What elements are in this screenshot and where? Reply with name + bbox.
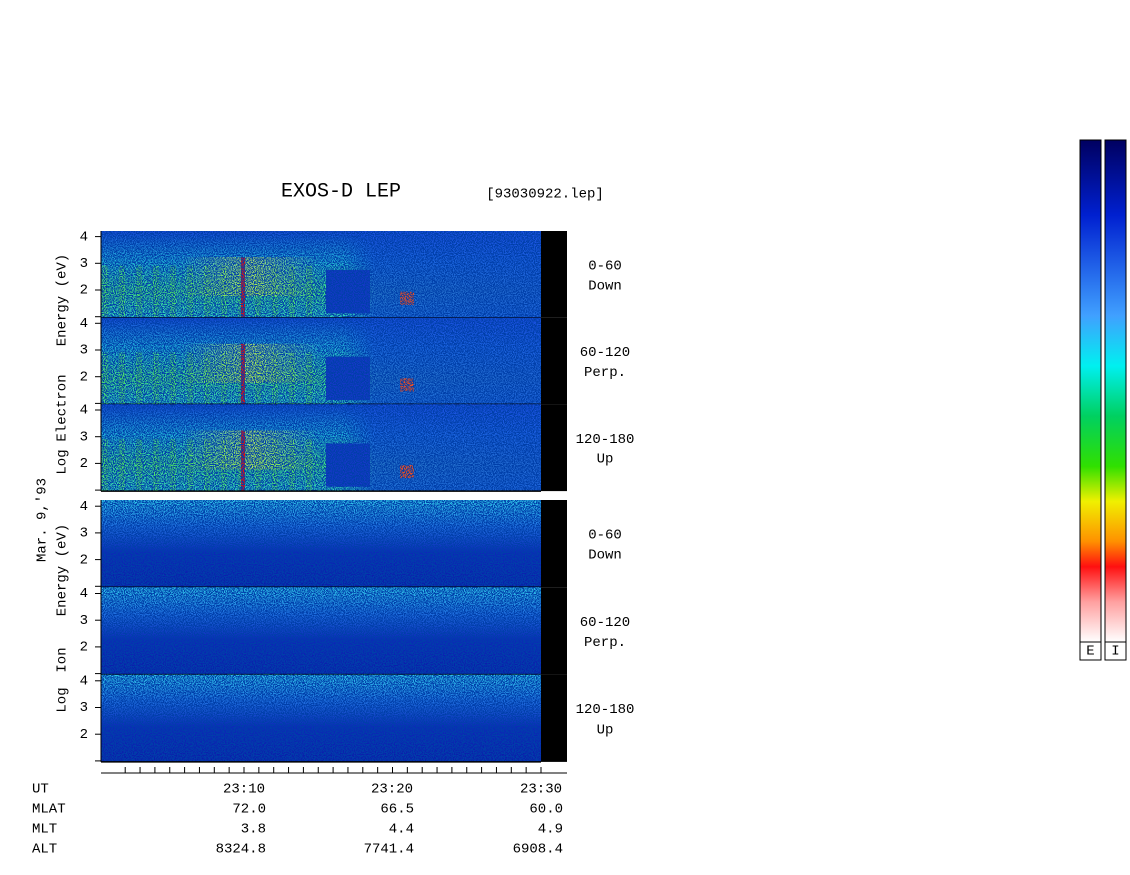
y-tick-label: 4 xyxy=(80,403,88,419)
y-axis-label: Log xyxy=(55,449,71,474)
spectrogram-noise xyxy=(101,231,541,318)
table-value: 4.9 xyxy=(538,822,563,838)
y-tick-label: 3 xyxy=(80,343,88,359)
x-tick-label: 23:20 xyxy=(371,782,413,798)
no-data xyxy=(541,317,567,405)
row-label: ALT xyxy=(32,842,57,858)
group xyxy=(101,500,567,763)
y-tick-label: 4 xyxy=(80,229,88,245)
x-tick-label: 23:30 xyxy=(520,782,562,798)
date: Mar. 9,'93 xyxy=(35,478,51,562)
panel-direction: Up xyxy=(597,722,614,738)
panel-direction: Perp. xyxy=(584,365,626,381)
y-tick-label: 4 xyxy=(80,674,88,690)
y-tick-label: 3 xyxy=(80,256,88,272)
color-bar-label-box xyxy=(1104,641,1127,661)
panel-direction: Up xyxy=(597,452,614,468)
table-value: 6908.4 xyxy=(513,842,563,858)
y-tick-label: 4 xyxy=(80,499,88,515)
color-bar xyxy=(1079,139,1102,643)
spectrogram-noise xyxy=(101,500,541,588)
panel-direction: Down xyxy=(588,548,622,564)
y-tick-label: 2 xyxy=(80,640,88,656)
spectrogram-noise xyxy=(101,587,541,675)
table-value: 7741.4 xyxy=(364,842,414,858)
y-tick-label: 2 xyxy=(80,283,88,299)
spectrogram-noise xyxy=(101,317,541,405)
no-data xyxy=(541,587,567,675)
y-axis-label: Energy (eV) xyxy=(55,524,71,616)
row-label: MLT xyxy=(32,822,57,838)
panel-direction: Down xyxy=(588,278,622,294)
y-tick-label: 2 xyxy=(80,552,88,568)
y-tick-label: 3 xyxy=(80,526,88,542)
y-tick-label: 2 xyxy=(80,456,88,472)
panel-range: 120-180 xyxy=(576,432,635,448)
no-data xyxy=(541,500,567,588)
y-axis-label: Energy (eV) xyxy=(55,254,71,346)
title: EXOS-D LEP xyxy=(281,180,401,203)
panel-range: 0-60 xyxy=(588,528,622,544)
color-bar-label: I xyxy=(1111,644,1119,660)
panel-range: 60-120 xyxy=(580,345,630,361)
y-axis-label: Log xyxy=(55,687,71,712)
color-bar-label-box xyxy=(1079,641,1102,661)
row-label: MLAT xyxy=(32,802,66,818)
y-tick-label: 2 xyxy=(80,369,88,385)
table-value: 66.5 xyxy=(380,802,414,818)
group xyxy=(101,231,567,492)
table-value: 4.4 xyxy=(389,822,414,838)
table-value: 72.0 xyxy=(232,802,266,818)
panel-range: 0-60 xyxy=(588,258,622,274)
spectrogram-noise xyxy=(101,404,541,492)
y-tick-label: 4 xyxy=(80,586,88,602)
x-tick-label: 23:10 xyxy=(223,782,265,798)
row-label: UT xyxy=(32,782,49,798)
table-value: 8324.8 xyxy=(216,842,266,858)
y-axis-label: Ion xyxy=(55,647,71,672)
panel-range: 60-120 xyxy=(580,615,630,631)
no-data xyxy=(541,231,567,318)
y-tick-label: 2 xyxy=(80,727,88,743)
panel-direction: Perp. xyxy=(584,635,626,651)
spectrograms xyxy=(101,231,567,763)
table-value: 3.8 xyxy=(241,822,266,838)
panel-range: 120-180 xyxy=(576,702,635,718)
y-tick-label: 3 xyxy=(80,700,88,716)
color-bar-label: E xyxy=(1086,644,1094,660)
file-name: [93030922.lep] xyxy=(486,187,604,203)
y-tick-label: 3 xyxy=(80,613,88,629)
spectrogram-noise xyxy=(101,674,541,762)
no-data xyxy=(541,404,567,492)
no-data xyxy=(541,674,567,762)
table-value: 60.0 xyxy=(529,802,563,818)
y-axis-label: Electron xyxy=(55,374,71,441)
color-bar xyxy=(1104,139,1127,643)
y-tick-label: 3 xyxy=(80,429,88,445)
y-tick-label: 4 xyxy=(80,316,88,332)
